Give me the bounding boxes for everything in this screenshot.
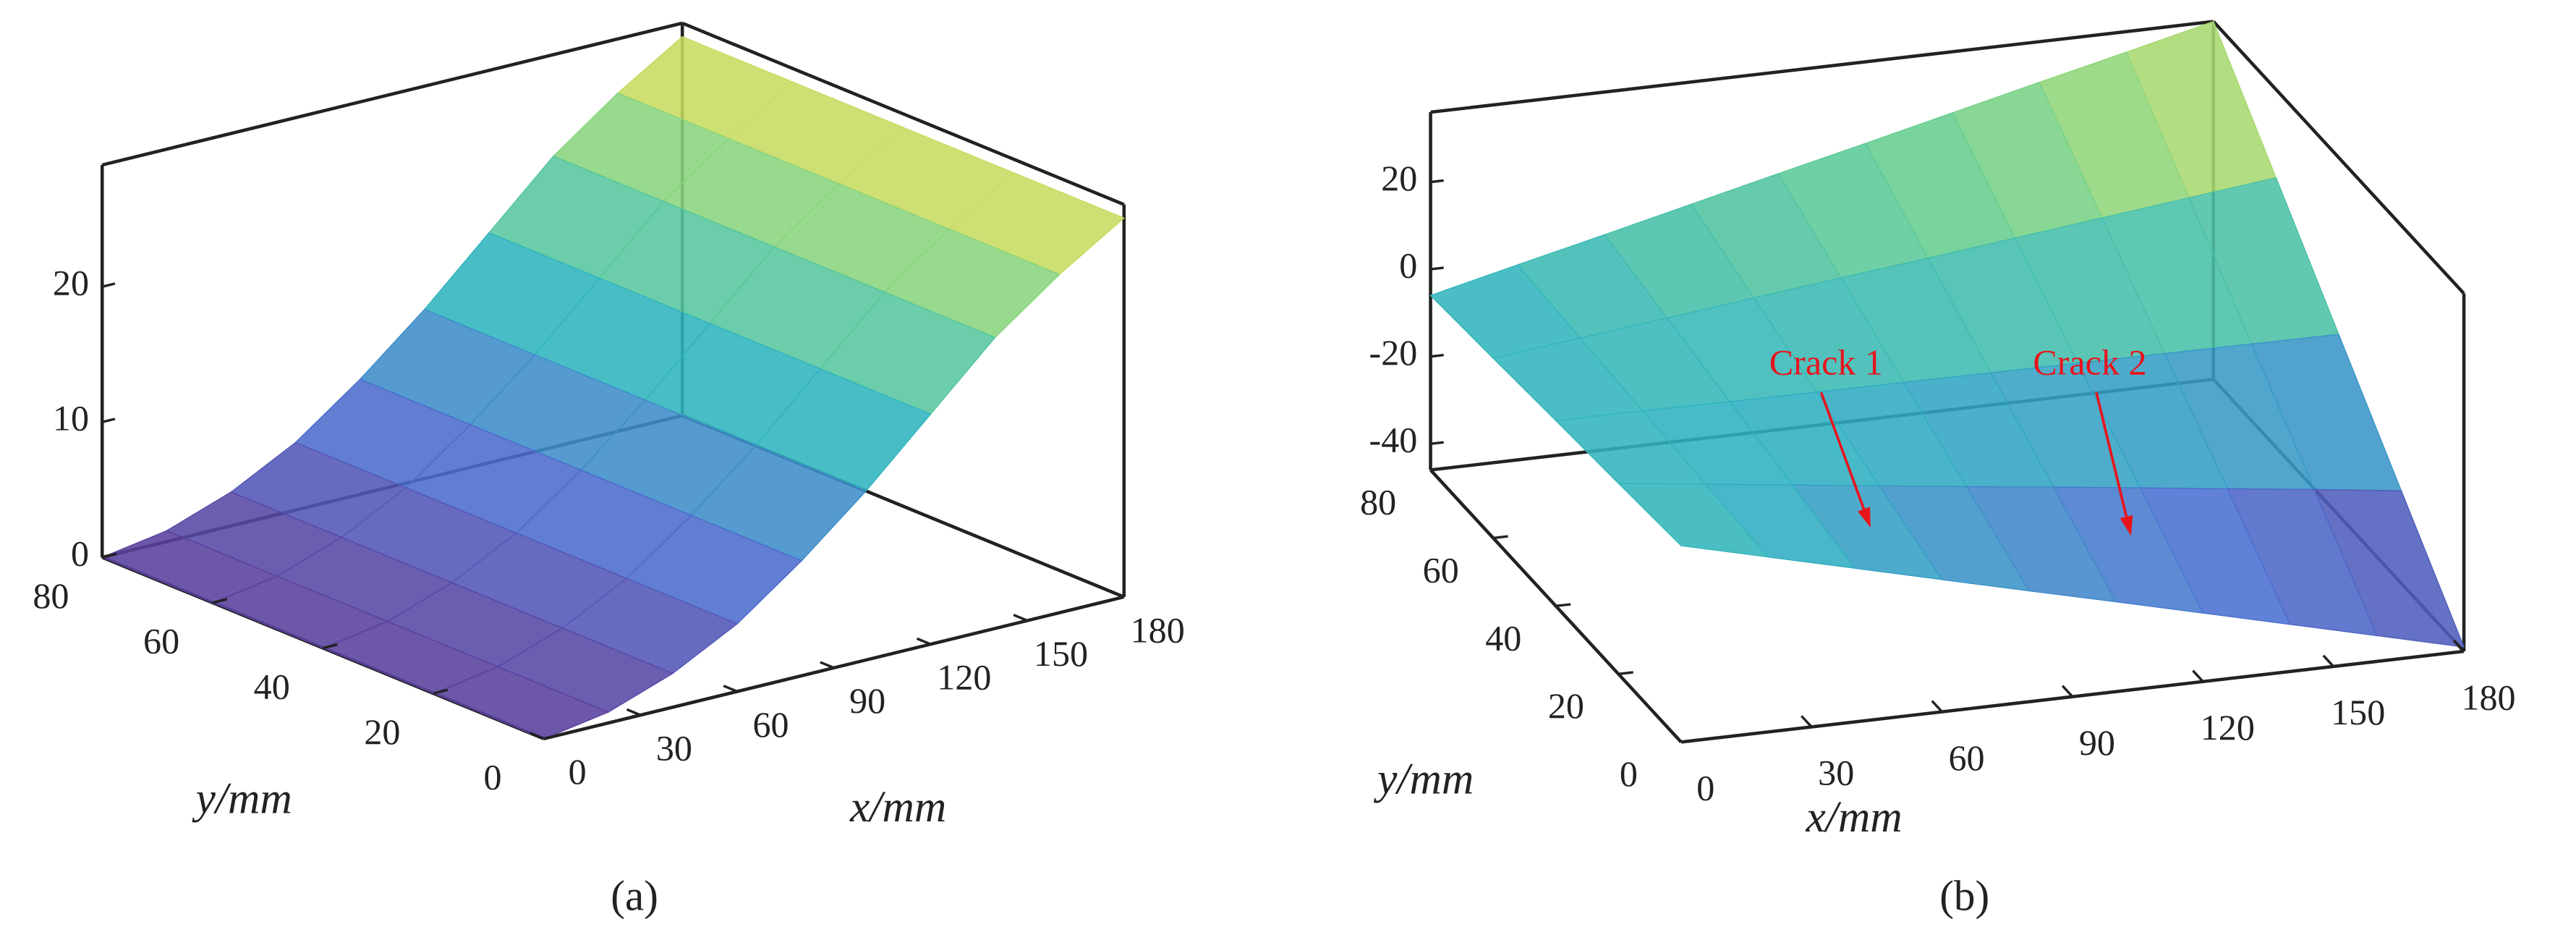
y-tick: [543, 734, 559, 740]
x-tick: [916, 637, 932, 646]
z-tick-label: 0: [1399, 245, 1417, 286]
z-tick-label: 0: [71, 533, 89, 574]
annotation-arrowhead: [2120, 515, 2133, 536]
y-tick-label: 0: [1620, 753, 1638, 794]
z-tick-label: 20: [1381, 158, 1417, 198]
x-tick-label: 180: [2461, 677, 2515, 717]
x-tick-label: 30: [656, 728, 692, 769]
surface-cell: [432, 666, 610, 740]
y-tick: [212, 598, 228, 604]
y-tick: [433, 688, 449, 695]
y-tick-label: 40: [1485, 617, 1521, 658]
z-tick: [101, 282, 116, 288]
x-tick-label: 60: [1949, 737, 1985, 778]
y-tick-label: 40: [254, 666, 290, 706]
y-tick-label: 20: [1548, 685, 1584, 726]
x-tick: [1801, 715, 1813, 728]
z-tick: [1430, 441, 1444, 445]
y-axis-label: y/mm: [1373, 754, 1474, 803]
annotation: Crack 1: [1769, 342, 1883, 382]
x-tick-label: 30: [1818, 753, 1854, 793]
axis-box-edge: [101, 21, 683, 167]
y-tick: [1618, 671, 1633, 676]
x-tick-label: 150: [1034, 633, 1088, 674]
z-tick-label: -40: [1369, 420, 1418, 460]
caption: (b): [1939, 872, 1989, 920]
y-tick-label: 20: [364, 711, 400, 752]
y-tick-label: 80: [1360, 481, 1396, 522]
axis-box-edge: [1430, 20, 2214, 114]
z-tick-label: 20: [53, 263, 89, 303]
z-tick: [101, 418, 116, 423]
x-tick: [2061, 685, 2074, 698]
annotation-arrow: [2095, 392, 2130, 524]
x-tick-label: 60: [752, 704, 788, 745]
x-tick: [1670, 730, 1683, 743]
x-tick: [1931, 700, 1943, 713]
surface-cell: [1617, 483, 1769, 558]
y-tick: [1430, 467, 1446, 472]
x-tick: [2452, 639, 2465, 653]
z-tick-label: -20: [1369, 332, 1418, 373]
x-tick-label: 0: [1696, 768, 1714, 808]
x-tick-label: 0: [569, 751, 587, 792]
x-axis-label: x/mm: [1805, 792, 1902, 842]
y-axis-label: y/mm: [192, 774, 292, 824]
z-tick: [1430, 353, 1444, 358]
y-tick: [1492, 535, 1508, 540]
axis-box-edge: [681, 21, 1125, 206]
x-tick: [2322, 654, 2334, 668]
z-tick: [1430, 179, 1444, 184]
x-tick: [626, 708, 642, 716]
y-tick-label: 60: [1423, 549, 1459, 590]
axis-box-edge: [2212, 20, 2465, 295]
x-tick: [1013, 614, 1028, 622]
z-tick: [1430, 266, 1444, 271]
x-tick-label: 120: [937, 657, 991, 698]
x-tick-label: 90: [2079, 722, 2115, 763]
x-tick-label: 120: [2201, 707, 2255, 748]
x-tick-label: 180: [1131, 609, 1185, 650]
y-tick: [1680, 739, 1696, 744]
y-tick-label: 80: [33, 575, 69, 616]
y-tick-label: 60: [143, 621, 179, 661]
x-tick: [2192, 669, 2204, 682]
annotation-arrow: [1819, 392, 1868, 516]
x-tick: [1110, 590, 1125, 598]
z-tick: [101, 553, 116, 559]
y-tick: [323, 643, 338, 650]
z-tick-label: 10: [53, 398, 89, 439]
x-tick: [723, 685, 738, 693]
caption: (a): [611, 872, 658, 920]
x-tick: [530, 732, 545, 740]
y-tick: [1555, 603, 1571, 608]
x-tick-label: 150: [2331, 692, 2385, 732]
x-tick: [820, 661, 835, 669]
annotation-arrowhead: [1857, 507, 1871, 528]
x-tick-label: 90: [849, 680, 885, 721]
y-tick-label: 0: [483, 757, 501, 798]
annotation: Crack 2: [2033, 342, 2146, 382]
x-axis-label: x/mm: [849, 782, 946, 832]
